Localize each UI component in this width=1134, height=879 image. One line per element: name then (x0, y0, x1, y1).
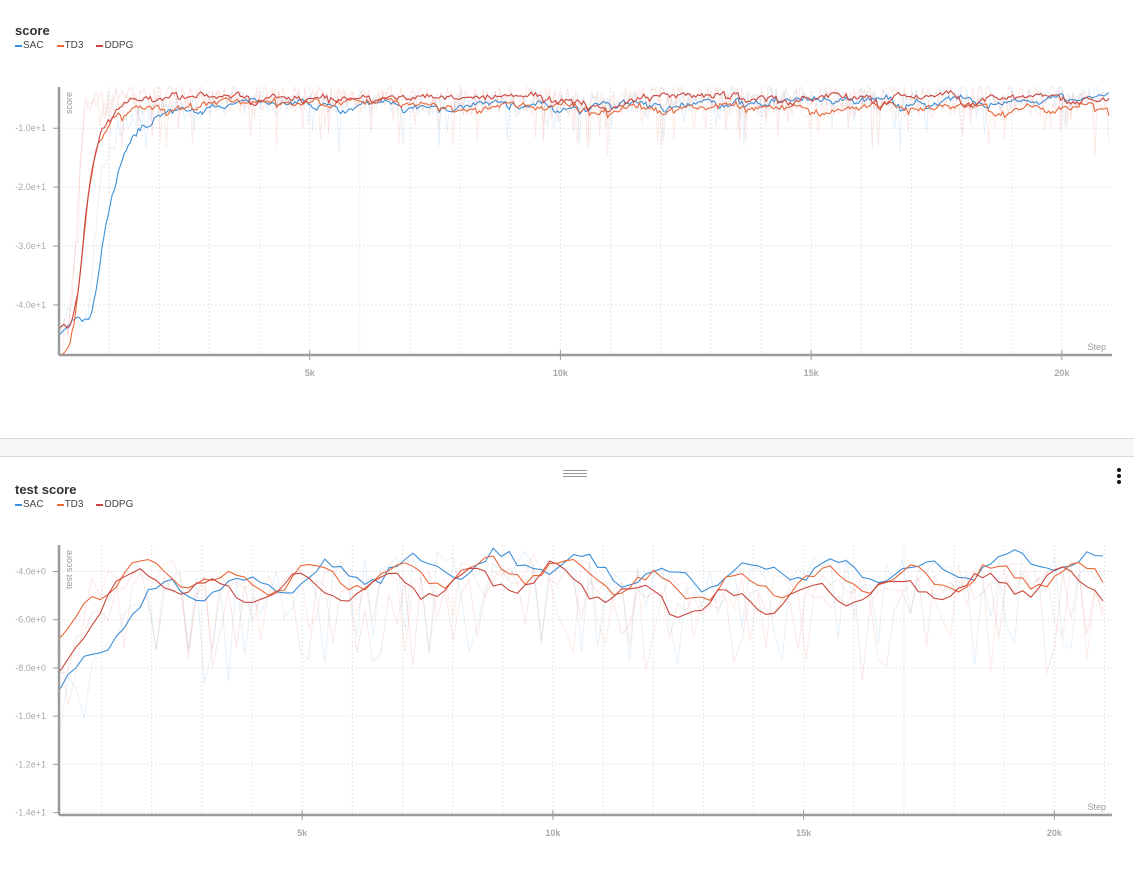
legend-label: SAC (23, 499, 44, 510)
y-tick-label: -1.4e+1 (15, 808, 46, 818)
y-tick-label: -3.0e+1 (15, 241, 46, 251)
x-tick-label: 15k (796, 828, 812, 838)
legend-label: DDPG (104, 499, 134, 510)
legend-swatch-icon (96, 44, 104, 47)
x-axis-title: Step (1087, 342, 1106, 352)
test-score-chart-card: test score SAC TD3 DDPG -4.0e+0 -6.0e+0 -8… (0, 458, 1134, 879)
y-tick-label: -8.0e+0 (15, 663, 46, 673)
series-line-sac[interactable] (59, 92, 1110, 335)
legend-swatch-icon (15, 503, 22, 506)
raw-trace-ddpg (59, 565, 1104, 681)
legend-item-td3[interactable]: TD3 (56, 499, 84, 510)
legend-item-sac[interactable]: SAC (15, 40, 44, 51)
chart-legend: SAC TD3 DDPG (15, 499, 133, 510)
legend-label: TD3 (64, 499, 84, 510)
series-line-sac[interactable] (59, 547, 1104, 690)
x-tick-label: 20k (1047, 828, 1063, 838)
drag-handle-icon[interactable] (563, 470, 587, 477)
y-tick-label: -1.0e+1 (15, 711, 46, 721)
panel-separator (0, 438, 1134, 457)
x-tick-label: 10k (553, 368, 569, 378)
legend-item-td3[interactable]: TD3 (56, 40, 84, 51)
series-line-td3[interactable] (59, 555, 1104, 639)
legend-item-ddpg[interactable]: DDPG (96, 499, 133, 510)
raw-trace-sac (59, 548, 1104, 730)
legend-item-sac[interactable]: SAC (15, 499, 44, 510)
y-tick-label: -6.0e+0 (15, 615, 46, 625)
series-line-ddpg[interactable] (59, 89, 1110, 329)
legend-swatch-icon (15, 44, 22, 47)
raw-trace-sac (59, 85, 1110, 334)
y-axis-title: test score (64, 550, 74, 589)
score-chart-card: score SAC TD3 DDPG -1.0e+1 -2.0e+1 -3.0e+1… (0, 0, 1134, 438)
y-tick-label: -1.2e+1 (15, 759, 46, 769)
chart-title: test score (15, 482, 77, 497)
score-plot-area[interactable]: -1.0e+1 -2.0e+1 -3.0e+1 -4.0e+1 5k 10k 15k 20k S… (0, 0, 1134, 438)
legend-item-ddpg[interactable]: DDPG (96, 40, 133, 51)
legend-label: DDPG (104, 40, 134, 51)
legend-swatch-icon (56, 503, 64, 506)
test-score-plot-area[interactable]: -4.0e+0 -6.0e+0 -8.0e+0 -1.0e+1 -1.2e+1 -1.4e… (0, 458, 1134, 879)
y-tick-label: -2.0e+1 (15, 182, 46, 192)
chart-legend: SAC TD3 DDPG (15, 40, 133, 51)
y-tick-label: -4.0e+0 (15, 567, 46, 577)
x-axis-title: Step (1087, 802, 1106, 812)
chart-title: score (15, 23, 50, 38)
more-options-icon[interactable] (1115, 468, 1123, 484)
legend-swatch-icon (56, 44, 64, 47)
legend-label: SAC (23, 40, 44, 51)
legend-swatch-icon (96, 503, 104, 506)
raw-trace-td3 (59, 552, 1104, 706)
x-tick-label: 5k (305, 368, 316, 378)
legend-label: TD3 (64, 40, 84, 51)
x-tick-label: 10k (545, 828, 561, 838)
series-line-td3[interactable] (60, 96, 1110, 356)
raw-trace-ddpg (59, 85, 1110, 335)
y-tick-label: -4.0e+1 (15, 300, 46, 310)
y-tick-label: -1.0e+1 (15, 123, 46, 133)
series-line-ddpg[interactable] (59, 560, 1104, 672)
x-tick-label: 5k (297, 828, 308, 838)
x-tick-label: 15k (804, 368, 820, 378)
raw-trace-td3 (60, 87, 1110, 356)
y-axis-title: score (64, 92, 74, 114)
x-tick-label: 20k (1054, 368, 1070, 378)
